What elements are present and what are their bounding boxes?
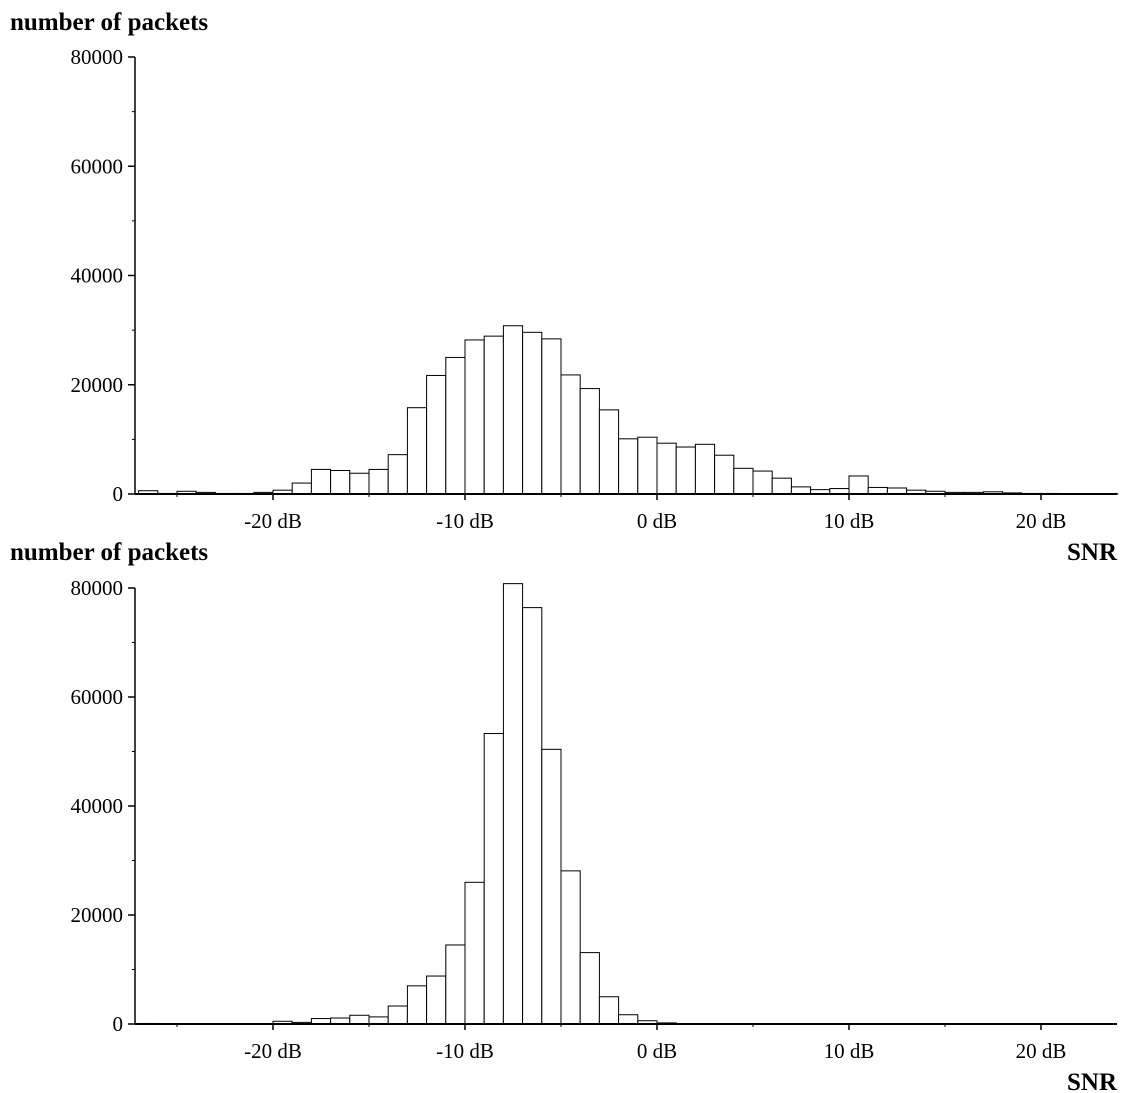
x-tick-label: -10 dB [436,509,494,533]
y-tick-label: 60000 [71,685,124,709]
histogram-bar [483,335,504,495]
x-tick-label: 0 dB [637,1039,677,1063]
x-tick-label: 20 dB [1016,509,1067,533]
histogram-bar [714,454,735,495]
histogram-bar [445,356,466,495]
histogram-bar [387,454,408,495]
histogram-bar [598,996,620,1025]
y-tick-label: 80000 [71,45,124,69]
histogram-bar [349,472,370,495]
histogram-bar [406,985,428,1025]
histogram-bar [771,477,792,495]
histogram-bar [464,339,485,495]
y-tick-label: 20000 [71,903,124,927]
histogram-bar [464,881,485,1025]
histogram-bar [790,486,812,495]
x-tick-label: 10 dB [824,509,875,533]
x-tick-label: -20 dB [244,509,302,533]
x-axis-title: SNR [1067,1069,1118,1093]
histogram-panel-bottom: 0 20000 40000 60000 80000 -20 dB -10 dB 0 dB 10 … [10,539,1118,1093]
x-tick-label: 0 dB [637,509,677,533]
y-tick-label: 80000 [71,576,124,600]
histogram-bar [368,468,389,495]
histogram-bar [675,446,696,495]
histogram-bar [733,467,754,495]
histogram-bar [387,1005,408,1025]
histogram-bar [694,443,716,495]
histogram-bar [310,468,332,495]
histogram-bar [637,436,658,495]
histogram-bar [618,1014,639,1025]
histogram-bar [598,409,620,495]
histogram-bar [368,1016,389,1025]
histogram-bar [522,331,543,495]
y-tick-label: 0 [113,482,124,506]
histogram-bar [502,325,524,495]
x-tick-label: -20 dB [244,1039,302,1063]
histogram-bar [291,482,312,495]
histogram-bar [752,470,773,495]
y-tick-label: 60000 [71,154,124,178]
histogram-bar [560,870,581,1025]
x-tick-label: -10 dB [436,1039,494,1063]
y-axis-title: number of packets [10,539,208,566]
histogram-bar [541,338,562,495]
histogram-bar [426,374,447,495]
histogram-panel-top: 0 20000 40000 60000 80000 -20 dB -10 dB 0 dB 10 … [10,9,1119,566]
x-tick-label: 20 dB [1016,1039,1067,1063]
histogram-bar [445,944,466,1025]
y-tick-label: 40000 [71,264,124,288]
histogram-bar [656,442,677,495]
x-axis-title: SNR [1067,539,1118,566]
y-tick-label: 0 [113,1012,124,1036]
y-tick-label: 40000 [71,794,124,818]
histogram-bar [618,438,639,495]
histogram-bar [560,374,581,495]
y-axis-title: number of packets [10,9,208,36]
histogram-bar [522,607,543,1025]
histogram-bar [426,975,447,1025]
histogram-bar [541,748,562,1025]
histogram-bar [848,475,869,495]
histogram-bar [349,1014,370,1025]
histogram-bar [579,388,600,495]
y-tick-label: 20000 [71,373,124,397]
histogram-bar [502,583,524,1025]
histogram-bar [579,952,600,1025]
histogram-bar [483,733,504,1025]
histogram-bar [406,407,428,495]
x-tick-label: 10 dB [824,1039,875,1063]
histogram-bar [330,470,351,495]
